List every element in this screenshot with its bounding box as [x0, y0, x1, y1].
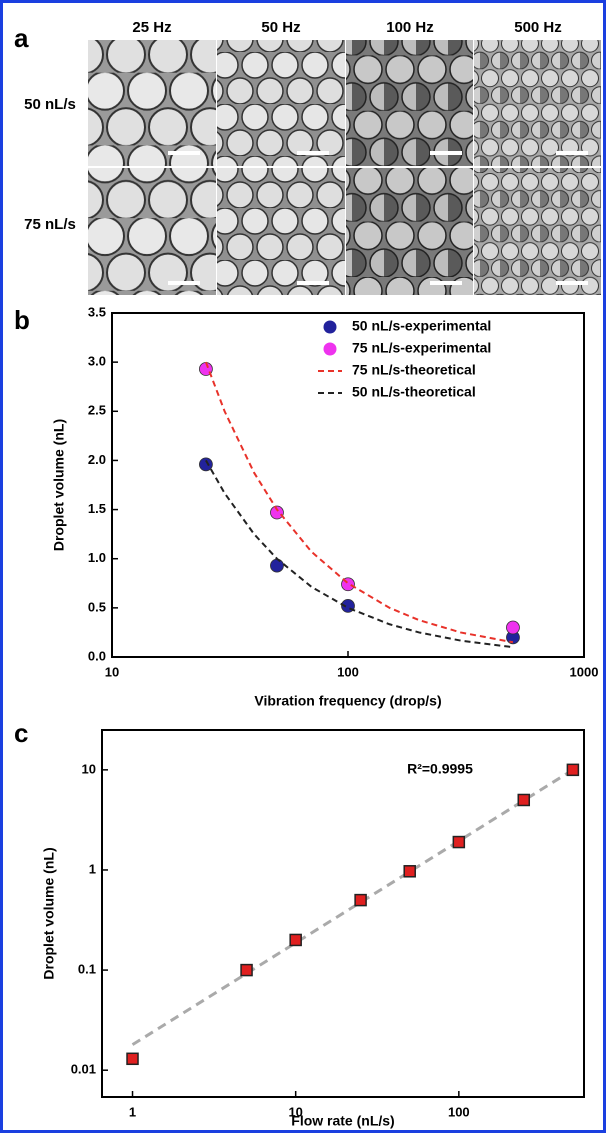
x-tick-label: 10	[288, 1104, 302, 1119]
legend-swatch	[323, 342, 337, 356]
y-axis-title: Droplet volume (nL)	[51, 419, 67, 551]
x-tick-label: 1	[129, 1104, 136, 1119]
micrograph	[88, 168, 216, 295]
plot-frame	[101, 729, 585, 1098]
y-tick-label: 0.1	[78, 962, 96, 977]
scale-bar	[430, 281, 462, 285]
micrograph	[88, 40, 216, 166]
point	[452, 835, 466, 849]
panel-label: c	[14, 718, 28, 748]
scale-bar	[168, 281, 200, 285]
y-tick-label: 0.01	[71, 1062, 96, 1077]
y-axis-title: Droplet volume (nL)	[41, 847, 57, 979]
scale-bar	[168, 151, 200, 155]
micrograph	[217, 40, 345, 166]
x-tick-label: 100	[337, 664, 359, 679]
micrograph	[346, 168, 473, 295]
column-header: 50 Hz	[261, 19, 300, 36]
micrograph	[474, 168, 601, 295]
y-tick-label: 0.5	[88, 599, 106, 614]
scale-bar	[297, 151, 329, 155]
point	[403, 865, 416, 878]
scale-bar	[430, 151, 462, 155]
panel-label: b	[14, 305, 30, 335]
point	[126, 1052, 139, 1066]
column-header: 25 Hz	[132, 19, 171, 36]
point	[289, 933, 302, 947]
x-tick-label: 10	[105, 664, 119, 679]
y-tick-label: 2.0	[88, 452, 106, 467]
y-tick-label: 1.0	[88, 550, 106, 565]
y-tick-label: 1.5	[88, 501, 106, 516]
legend-label: 50 nL/s-experimental	[352, 318, 491, 334]
legend-label: 75 nL/s-theoretical	[352, 362, 476, 378]
row-header: 50 nL/s	[24, 96, 76, 113]
row-header: 75 nL/s	[24, 216, 76, 233]
point	[517, 793, 531, 807]
micrograph	[474, 40, 601, 166]
point	[354, 893, 367, 907]
point	[506, 620, 520, 635]
fit-line	[131, 768, 574, 1046]
micrograph	[217, 168, 345, 295]
annotation: R²=0.9995	[407, 761, 473, 777]
scale-bar	[297, 281, 329, 285]
y-tick-label: 2.5	[88, 403, 106, 418]
fit-line	[204, 361, 514, 644]
legend-swatch	[323, 320, 337, 334]
column-header: 500 Hz	[514, 19, 562, 36]
y-tick-label: 10	[82, 761, 96, 776]
y-tick-label: 3.5	[88, 304, 106, 319]
scale-bar	[556, 151, 588, 155]
point	[240, 963, 253, 977]
x-axis-title: Vibration frequency (drop/s)	[254, 693, 441, 709]
micrographs	[88, 40, 601, 295]
x-tick-label: 1000	[570, 664, 599, 679]
x-axis-title: Flow rate (nL/s)	[291, 1113, 394, 1129]
point	[199, 457, 213, 472]
scale-bar	[556, 281, 588, 285]
legend-label: 50 nL/s-theoretical	[352, 384, 476, 400]
point	[270, 505, 284, 520]
y-tick-label: 3.0	[88, 354, 106, 369]
x-tick-label: 100	[448, 1104, 470, 1119]
panel-label: a	[14, 23, 29, 53]
micrograph	[346, 40, 473, 166]
legend-label: 75 nL/s-experimental	[352, 340, 491, 356]
point	[270, 558, 284, 573]
column-header: 100 Hz	[386, 19, 434, 36]
y-tick-label: 0.0	[88, 648, 106, 663]
point	[566, 763, 580, 777]
y-tick-label: 1	[89, 861, 96, 876]
fit-line	[205, 459, 514, 649]
